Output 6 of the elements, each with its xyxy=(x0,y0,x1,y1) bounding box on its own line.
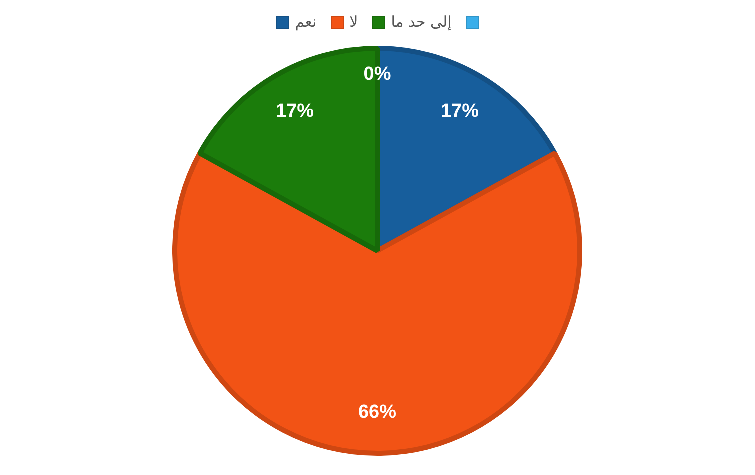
legend-label: نعم xyxy=(295,13,317,31)
legend-label: إلى حد ما xyxy=(391,13,452,31)
legend-label: لا xyxy=(350,13,358,31)
data-label: 17% xyxy=(276,100,314,122)
data-label: 17% xyxy=(440,100,480,122)
data-label: 66% xyxy=(358,402,397,424)
